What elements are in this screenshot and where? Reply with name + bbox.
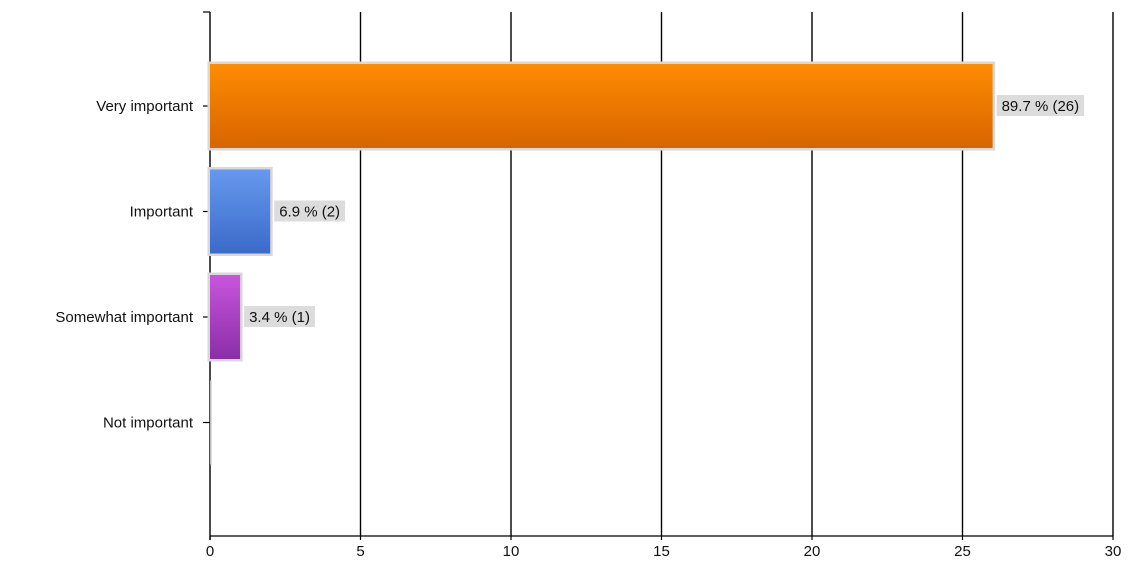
data-label-bg-somewhat-important (244, 306, 315, 327)
data-label-important: 6.9 % (2) (274, 200, 346, 222)
axes: 0 5 10 15 20 25 30 Very important Important Somew… (55, 11, 1122, 560)
x-tick-label-20: 20 (804, 543, 821, 560)
bar-halo-somewhat-important (207, 272, 243, 362)
data-labels: 89.7 % (26) 6.9 % (2) 3.4 % (1) (244, 95, 1085, 327)
bar-halo-important (207, 167, 273, 256)
data-label-text-important: 6.9 % (2) (279, 204, 340, 221)
data-label-text-somewhat-important: 3.4 % (1) (249, 309, 310, 326)
bar-important[interactable] (210, 169, 271, 254)
data-label-text-very-important: 89.7 % (26) (1002, 98, 1080, 115)
category-label-very-important: Very important (96, 98, 194, 115)
bar-not-important[interactable] (210, 380, 212, 465)
bar-somewhat-important[interactable] (210, 275, 241, 359)
data-label-very-important: 89.7 % (26) (996, 95, 1085, 116)
data-label-bg-important (274, 200, 346, 222)
data-label-bg-very-important (996, 95, 1085, 116)
bar-halo-very-important (207, 61, 996, 151)
category-label-not-important: Not important (103, 415, 194, 432)
x-tick-label-10: 10 (503, 543, 520, 560)
x-tick-label-15: 15 (653, 543, 670, 560)
x-tick-label-25: 25 (954, 543, 971, 560)
bar-very-important[interactable] (210, 64, 993, 148)
x-tick-label-30: 30 (1105, 543, 1122, 560)
category-label-important: Important (130, 204, 194, 221)
data-label-somewhat-important: 3.4 % (1) (244, 306, 315, 327)
category-label-somewhat-important: Somewhat important (55, 309, 193, 326)
x-tick-label-0: 0 (206, 543, 214, 560)
x-tick-label-5: 5 (356, 543, 364, 560)
bars (207, 61, 996, 465)
